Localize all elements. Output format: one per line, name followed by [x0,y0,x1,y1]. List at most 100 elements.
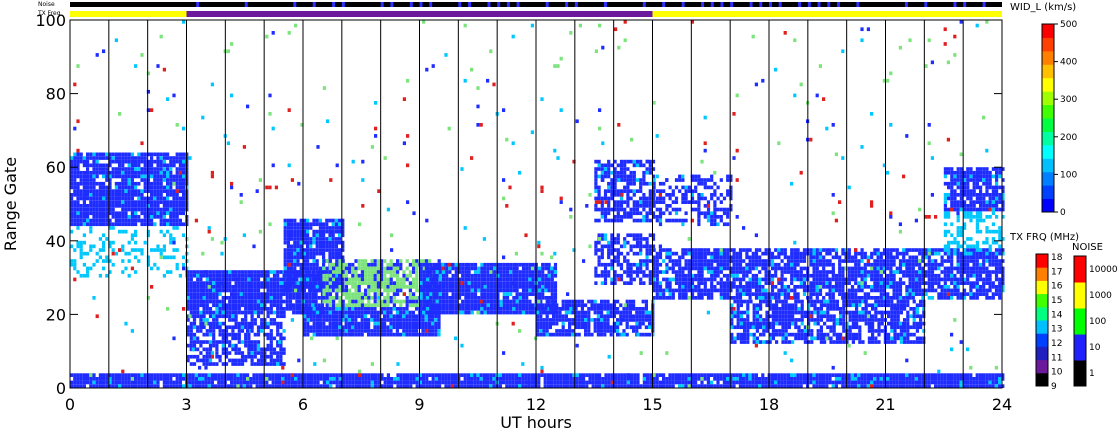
scatter-cell [399,281,403,285]
scatter-cell [312,288,316,293]
scatter-cell [328,270,332,274]
scatter-cell [256,270,261,274]
scatter-cell [451,292,455,296]
scatter-cell [902,296,906,300]
scatter-cell [79,218,83,223]
scatter-cell [613,255,617,260]
scatter-cell [609,325,613,330]
scatter-cell [622,332,626,337]
scatter-cell [525,288,529,293]
scatter-cell [208,299,213,304]
scatter-cell [127,174,131,179]
scatter-cell [124,215,128,219]
scatter-cell [121,193,125,197]
scatter-cell [134,233,138,238]
scatter-cell [652,259,656,263]
scatter-cell [186,299,190,304]
scatter-cell [505,285,510,289]
scatter-cell [159,215,163,219]
scatter-cell [299,218,303,223]
scatter-cell [146,163,150,168]
scatter-cell [396,266,400,271]
scatter-cell [451,296,455,300]
scatter-cell [574,318,578,322]
scatter-cell [847,292,851,296]
scatter-cell [536,310,540,315]
scatter-cell [79,255,83,260]
scatter-cell [580,307,584,311]
scatter-cell [828,288,832,293]
scatter-cell [902,248,906,252]
scatter-cell [550,281,554,285]
scatter-cell [172,200,176,204]
scatter-cell [202,296,206,300]
scatter-cell [221,307,225,311]
scatter-cell [461,307,465,311]
scatter-cell [639,178,643,182]
scatter-cell [726,285,730,289]
scatter-cell [338,281,342,285]
scatter-cell [328,299,332,304]
scatter-cell [509,303,513,308]
scatter-cell [82,233,86,238]
scatter-cell [738,288,743,293]
scatter-cell [351,310,355,315]
scatter-cell [328,277,332,282]
scatter-cell [354,285,358,289]
scatter-cell [240,354,245,359]
scatter-cell [812,270,816,274]
scatter-cell [130,237,134,241]
scatter-cell [786,292,791,296]
scatter-cell [306,226,310,230]
scatter-cell [477,270,481,274]
scatter-cell [240,321,245,326]
scatter-cell [322,240,326,245]
scatter-cell [95,152,99,157]
scatter-cell [379,318,383,322]
scatter-cell [809,281,813,285]
scatter-cell [438,285,442,289]
scatter-cell [607,240,611,245]
scatter-cell [828,277,832,282]
scatter-cell [130,167,134,171]
scatter-cell [809,273,813,278]
scatter-cell [499,285,503,289]
scatter-cell [658,248,663,252]
scatter-cell [182,163,186,168]
scatter-cell [130,181,134,186]
scatter-cell [427,325,431,330]
scatter-cell [376,281,380,285]
scatter-cell [541,266,545,271]
scatter-cell [76,193,80,197]
scatter-cell [218,273,222,278]
scatter-cell [373,329,377,333]
scatter-cell [898,266,903,271]
scatter-cell [308,303,312,308]
scatter-cell [703,262,707,267]
scatter-cell [205,362,209,366]
scatter-cell [828,296,832,300]
scatter-cell [454,270,458,274]
scatter-cell [380,273,384,278]
scatter-cell [726,248,730,252]
scatter-cell [594,273,598,278]
scatter-cell [445,299,449,304]
scatter-cell [98,273,102,278]
scatter-cell [79,204,83,208]
scatter-cell [473,296,478,300]
scatter-cell [496,281,500,285]
scatter-cell [202,321,206,326]
scatter-cell [678,292,682,296]
scatter-cell [396,281,400,285]
scatter-cell [322,292,326,296]
scatter-cell [312,310,316,315]
scatter-cell [322,222,326,227]
scatter-cell [706,248,711,252]
scatter-cell [373,299,377,304]
scatter-cell [231,270,235,274]
scatter-cell [464,296,468,300]
scatter-cell [240,296,245,300]
scatter-cell [818,270,823,274]
scatter-cell [312,233,316,238]
scatter-cell [389,332,393,337]
